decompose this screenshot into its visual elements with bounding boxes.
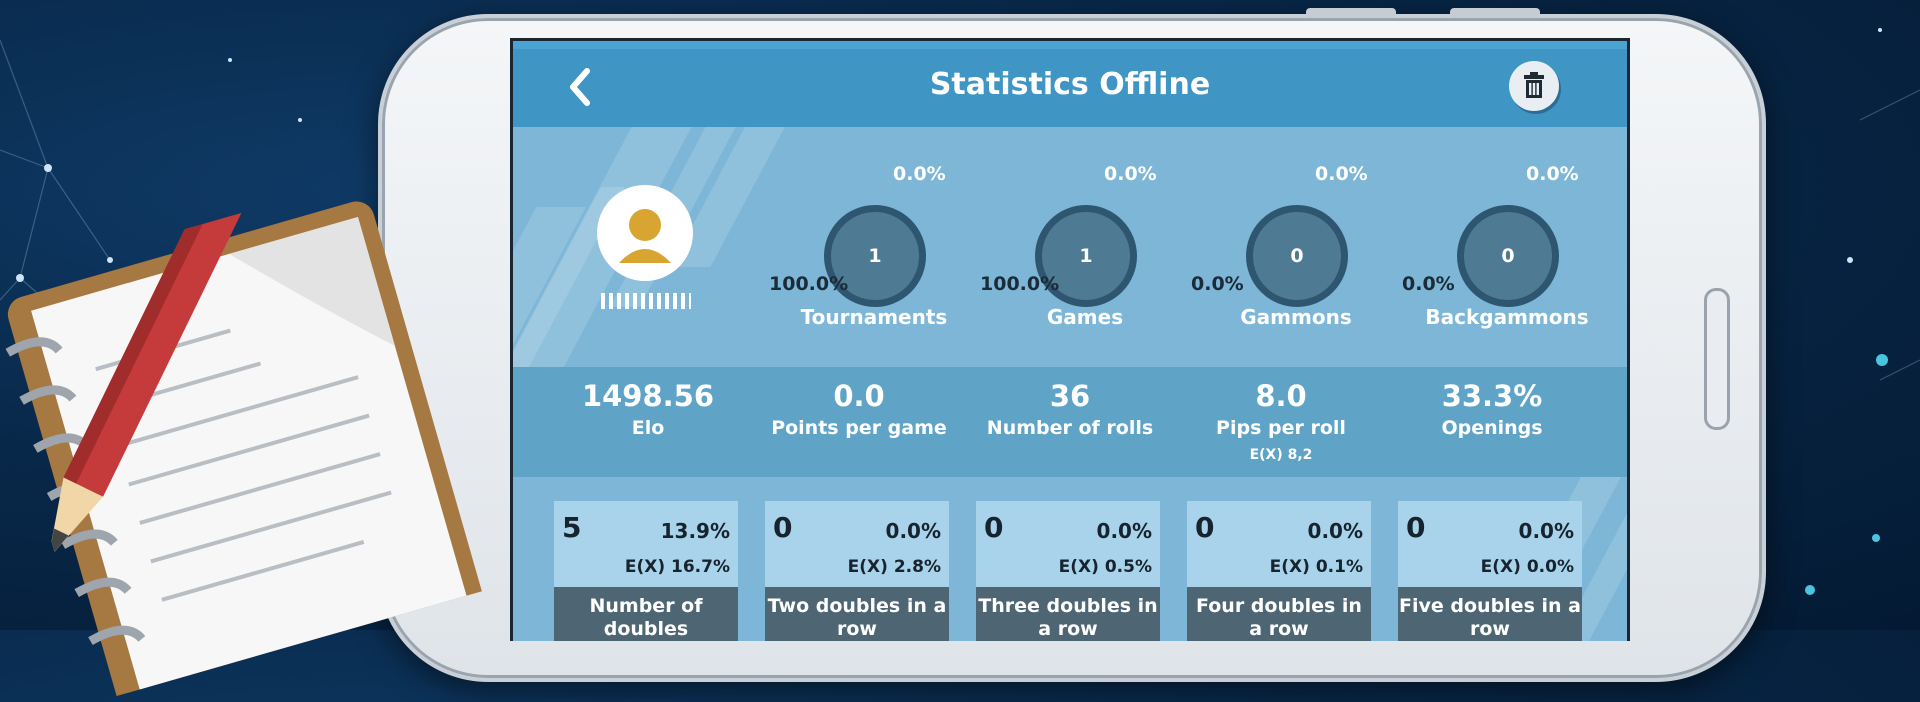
card-ex: E(X) 0.1%: [1269, 557, 1363, 577]
back-arrow-icon[interactable]: [561, 65, 601, 109]
page-title: Statistics Offline: [929, 67, 1211, 102]
phone-volume-button: [1306, 8, 1396, 18]
card-ex: E(X) 2.8%: [847, 557, 941, 577]
stat-ring-gammons: 0.0% 0 0.0% Gammons: [1191, 163, 1401, 363]
card-pct: 13.9%: [660, 519, 730, 543]
card-lbl: Four doubles in a row: [1187, 587, 1371, 641]
player-name-mask: [601, 293, 691, 309]
card-pct: 0.0%: [1096, 519, 1152, 543]
card-lbl: Three doubles in a row: [976, 587, 1160, 641]
pct-top: 0.0%: [1104, 163, 1157, 185]
top-bar: Statistics Offline: [513, 41, 1627, 127]
stat-lbl: Points per game: [771, 417, 947, 439]
card-ex: E(X) 16.7%: [624, 557, 730, 577]
card-num: 0: [984, 511, 1004, 544]
avatar[interactable]: [597, 185, 693, 281]
card-two-doubles: 0 0.0% E(X) 2.8% Two doubles in a row: [765, 501, 949, 641]
ring-value: 1: [824, 205, 926, 307]
ring-value: 1: [1035, 205, 1137, 307]
ring-label: Gammons: [1240, 305, 1352, 329]
app-screen: Statistics Offline 0.0% 1 100.0%: [510, 38, 1630, 641]
pct-bot: 100.0%: [769, 273, 849, 295]
stat-points-per-game: 0.0 Points per game: [754, 367, 964, 439]
stat-val: 1498.56: [581, 379, 715, 413]
stat-lbl: Pips per roll: [1216, 417, 1346, 439]
stat-ring-tournaments: 0.0% 1 100.0% Tournaments: [769, 163, 979, 363]
stat-sub: E(X) 8,2: [1249, 447, 1313, 463]
card-lbl: Two doubles in a row: [765, 587, 949, 641]
card-four-doubles: 0 0.0% E(X) 0.1% Four doubles in a row: [1187, 501, 1371, 641]
doubles-panel: 5 13.9% E(X) 16.7% Number of doubles 0 0…: [513, 477, 1627, 641]
stat-val: 0.0: [833, 379, 885, 413]
background-network: [0, 28, 1920, 595]
stat-pips-per-roll: 8.0 Pips per roll E(X) 8,2: [1176, 367, 1386, 463]
card-num: 5: [562, 511, 582, 544]
stat-ring-backgammons: 0.0% 0 0.0% Backgammons: [1402, 163, 1612, 363]
stat-val: 33.3%: [1441, 379, 1543, 413]
ring-value: 0: [1457, 205, 1559, 307]
card-ex: E(X) 0.5%: [1058, 557, 1152, 577]
delete-button[interactable]: [1509, 61, 1559, 111]
ring-label: Backgammons: [1425, 305, 1589, 329]
card-num: 0: [773, 511, 793, 544]
card-number-of-doubles: 5 13.9% E(X) 16.7% Number of doubles: [554, 501, 738, 641]
stat-val: 8.0: [1255, 379, 1307, 413]
pct-bot: 0.0%: [1402, 273, 1455, 295]
card-num: 0: [1195, 511, 1215, 544]
card-num: 0: [1406, 511, 1426, 544]
stat-ring-games: 0.0% 1 100.0% Games: [980, 163, 1190, 363]
trash-icon: [1524, 72, 1544, 98]
ring-value: 0: [1246, 205, 1348, 307]
ring-label: Tournaments: [800, 305, 948, 329]
card-ex: E(X) 0.0%: [1480, 557, 1574, 577]
pct-bot: 0.0%: [1191, 273, 1244, 295]
stat-lbl: Openings: [1441, 417, 1543, 439]
stat-openings: 33.3% Openings: [1387, 367, 1597, 439]
stat-number-of-rolls: 36 Number of rolls: [965, 367, 1175, 439]
stats-row: 1498.56 Elo 0.0 Points per game 36 Numbe…: [513, 367, 1627, 477]
card-lbl: Number of doubles: [554, 587, 738, 641]
user-icon: [619, 209, 671, 263]
card-pct: 0.0%: [885, 519, 941, 543]
stat-lbl: Number of rolls: [986, 417, 1154, 439]
pct-top: 0.0%: [1315, 163, 1368, 185]
card-lbl: Five doubles in a row: [1398, 587, 1582, 641]
ring-label: Games: [1046, 305, 1124, 329]
pct-bot: 100.0%: [980, 273, 1060, 295]
card-three-doubles: 0 0.0% E(X) 0.5% Three doubles in a row: [976, 501, 1160, 641]
pct-top: 0.0%: [893, 163, 946, 185]
card-five-doubles: 0 0.0% E(X) 0.0% Five doubles in a row: [1398, 501, 1582, 641]
stat-lbl: Elo: [631, 417, 665, 439]
card-pct: 0.0%: [1307, 519, 1363, 543]
pct-top: 0.0%: [1526, 163, 1579, 185]
stat-elo: 1498.56 Elo: [543, 367, 753, 439]
phone-power-button: [1450, 8, 1540, 18]
phone-home-button: [1704, 288, 1730, 430]
stat-val: 36: [1049, 379, 1091, 413]
card-pct: 0.0%: [1518, 519, 1574, 543]
